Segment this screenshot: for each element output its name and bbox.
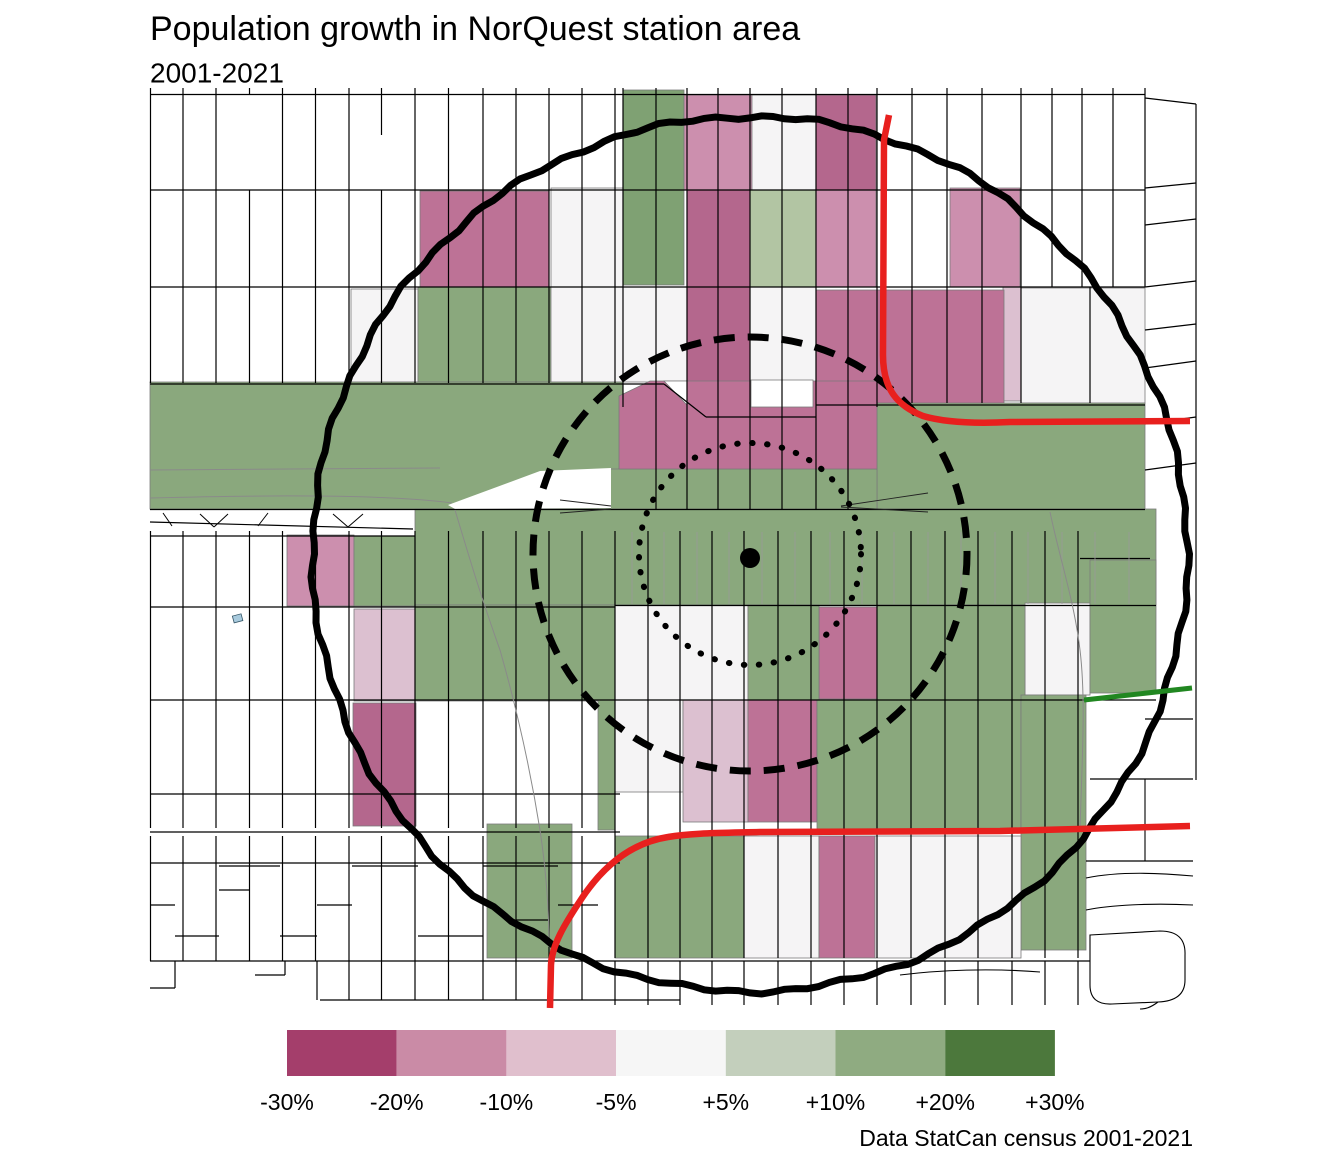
svg-text:+5%: +5% [702, 1089, 749, 1115]
svg-text:+10%: +10% [806, 1089, 865, 1115]
svg-text:-30%: -30% [260, 1089, 314, 1115]
svg-text:2001-2021: 2001-2021 [150, 58, 284, 89]
svg-text:+20%: +20% [915, 1089, 974, 1115]
svg-text:+30%: +30% [1025, 1089, 1084, 1115]
svg-text:-5%: -5% [596, 1089, 637, 1115]
svg-text:-10%: -10% [480, 1089, 534, 1115]
svg-text:Population growth in NorQuest: Population growth in NorQuest station ar… [150, 10, 800, 48]
svg-text:Data StatCan census 2001-2021: Data StatCan census 2001-2021 [859, 1125, 1193, 1151]
svg-text:-20%: -20% [370, 1089, 424, 1115]
